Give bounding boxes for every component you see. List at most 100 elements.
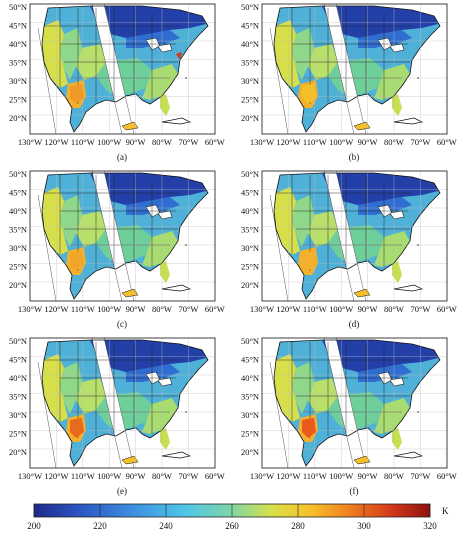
lat-label: 50°N — [9, 336, 27, 346]
lon-label: 90°W — [358, 304, 378, 314]
lat-label: 30°N — [9, 76, 27, 86]
panel-caption: (f) — [350, 486, 359, 496]
lat-label: 45°N — [241, 188, 259, 198]
lon-label: 60°W — [205, 471, 225, 481]
hot-region — [70, 251, 84, 271]
colorbar-tick-label: 300 — [357, 521, 371, 531]
lon-label: 130°W — [250, 137, 274, 147]
panel-caption: (d) — [349, 319, 360, 329]
lat-label: 20°N — [9, 113, 27, 123]
colorbar-tick-label: 240 — [159, 521, 173, 531]
lon-label: 110°W — [303, 471, 327, 481]
lon-label: 70°W — [178, 137, 198, 147]
lon-label: 70°W — [410, 137, 430, 147]
hot-region — [302, 251, 316, 271]
lon-label: 120°W — [276, 471, 300, 481]
lat-label: 45°N — [9, 355, 27, 365]
lon-label: 60°W — [205, 137, 225, 147]
lat-label: 40°N — [9, 206, 27, 216]
lon-label: 70°W — [410, 304, 430, 314]
colorbar-tick-label: 220 — [93, 521, 107, 531]
lon-label: 70°W — [178, 304, 198, 314]
lat-label: 50°N — [9, 169, 27, 179]
lat-label: 35°N — [9, 225, 27, 235]
panel-caption: (b) — [349, 152, 360, 162]
lon-label: 80°W — [152, 471, 172, 481]
lat-label: 35°N — [9, 58, 27, 68]
lon-label: 120°W — [44, 304, 68, 314]
lon-label: 110°W — [71, 471, 95, 481]
map-image — [29, 3, 216, 135]
lon-label: 130°W — [18, 137, 42, 147]
lat-label: 40°N — [241, 373, 259, 383]
hot-spot — [176, 52, 182, 60]
lat-label: 30°N — [241, 410, 259, 420]
lon-label: 130°W — [250, 471, 274, 481]
lon-label: 110°W — [71, 304, 95, 314]
panel-caption: (c) — [117, 319, 127, 329]
lon-label: 100°W — [97, 304, 121, 314]
map-panel-6: 50°N 45°N 40°N 35°N 30°N 25°N 20°N 130°W 120°W 11… — [241, 336, 457, 496]
lon-label: 80°W — [384, 304, 404, 314]
map-image — [29, 337, 216, 469]
lat-label: 30°N — [241, 76, 259, 86]
lon-label: 90°W — [126, 137, 146, 147]
map-image — [261, 337, 448, 469]
lon-label: 90°W — [126, 304, 146, 314]
lon-label: 70°W — [178, 471, 198, 481]
lon-label: 100°W — [97, 137, 121, 147]
lat-label: 25°N — [9, 95, 27, 105]
lon-label: 130°W — [250, 304, 274, 314]
lat-label: 25°N — [9, 429, 27, 439]
lon-label: 120°W — [44, 471, 68, 481]
lat-label: 30°N — [9, 410, 27, 420]
lon-label: 120°W — [276, 137, 300, 147]
lat-label: 45°N — [9, 21, 27, 31]
hot-region — [302, 418, 316, 438]
map-panel-4: 50°N 45°N 40°N 35°N 30°N 25°N 20°N 130°W 120°W 11… — [241, 169, 457, 329]
lon-label: 90°W — [126, 471, 146, 481]
lat-label: 40°N — [9, 39, 27, 49]
lat-label: 20°N — [241, 280, 259, 290]
lon-label: 60°W — [205, 304, 225, 314]
lat-label: 40°N — [241, 206, 259, 216]
lat-label: 40°N — [9, 373, 27, 383]
lon-label: 100°W — [329, 137, 353, 147]
lat-label: 30°N — [241, 243, 259, 253]
colorbar: 200 220 240 260 280 300 320 K — [27, 503, 449, 531]
lon-label: 70°W — [410, 471, 430, 481]
lon-label: 60°W — [437, 304, 457, 314]
lon-label: 60°W — [437, 137, 457, 147]
lat-label: 50°N — [241, 169, 259, 179]
lat-label: 20°N — [9, 280, 27, 290]
map-image — [29, 170, 216, 302]
lon-label: 100°W — [329, 304, 353, 314]
lat-label: 50°N — [9, 2, 27, 12]
lon-label: 120°W — [44, 137, 68, 147]
map-image — [261, 170, 448, 302]
panel-caption: (e) — [117, 486, 127, 496]
lon-label: 80°W — [384, 137, 404, 147]
lat-label: 45°N — [241, 355, 259, 365]
lon-label: 110°W — [303, 137, 327, 147]
colorbar-tick-label: 280 — [291, 521, 305, 531]
lat-label: 25°N — [9, 262, 27, 272]
lat-label: 20°N — [241, 447, 259, 457]
lon-label: 60°W — [437, 471, 457, 481]
lat-label: 45°N — [241, 21, 259, 31]
hot-region — [70, 418, 84, 438]
lon-label: 90°W — [358, 471, 378, 481]
lon-label: 90°W — [358, 137, 378, 147]
lat-label: 50°N — [241, 2, 259, 12]
hot-region — [70, 84, 84, 104]
lat-label: 35°N — [241, 225, 259, 235]
lon-label: 130°W — [18, 304, 42, 314]
lon-label: 80°W — [384, 471, 404, 481]
colorbar-tick-label: 320 — [423, 521, 437, 531]
panel-caption: (a) — [117, 152, 127, 162]
lon-label: 80°W — [152, 304, 172, 314]
lat-label: 35°N — [9, 392, 27, 402]
lon-label: 120°W — [276, 304, 300, 314]
lat-label: 35°N — [241, 58, 259, 68]
lat-label: 25°N — [241, 429, 259, 439]
